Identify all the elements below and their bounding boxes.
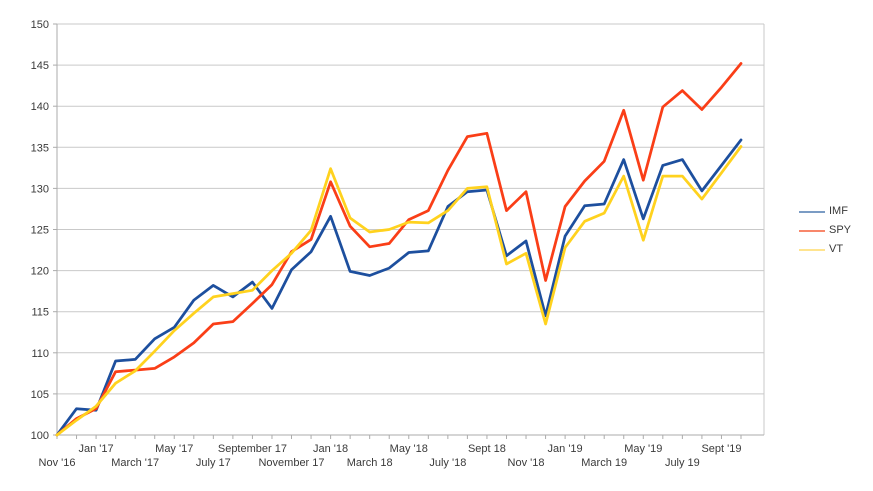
x-axis-label: Nov '18 (508, 457, 545, 469)
legend-line-swatch-imf (799, 210, 825, 213)
y-axis-label: 110 (31, 348, 49, 360)
x-axis-label: Sept 18 (468, 443, 506, 455)
legend-label-spy: SPY (829, 224, 852, 236)
legend-label-vt: VT (829, 243, 844, 255)
legend-entry-imf: IMF (799, 206, 851, 217)
y-axis-label: 105 (31, 389, 49, 401)
y-axis-label: 120 (31, 266, 49, 278)
x-axis-label: Jan '18 (313, 443, 348, 455)
x-axis-label: May '17 (155, 443, 193, 455)
vt-line (55, 145, 743, 437)
y-axis-label: 145 (31, 60, 49, 72)
legend-line-swatch-vt (799, 248, 825, 251)
y-axis-label: 150 (31, 19, 49, 31)
legend-label-imf: IMF (829, 205, 848, 217)
y-axis-label: 115 (31, 307, 49, 319)
legend-line-swatch-spy (799, 229, 825, 232)
y-axis-label: 125 (31, 225, 49, 237)
x-axis-label: May '19 (624, 443, 662, 455)
x-axis-label: November 17 (258, 457, 324, 469)
chart-legend: IMF SPY VT (799, 206, 851, 255)
spy-line (55, 62, 743, 437)
x-axis-label: Jan '17 (79, 443, 114, 455)
x-axis-label: July 19 (665, 457, 700, 469)
x-axis-label: Nov '16 (39, 457, 76, 469)
x-axis-label: May '18 (390, 443, 428, 455)
y-axis-label: 140 (31, 101, 49, 113)
legend-entry-vt: VT (799, 244, 851, 255)
x-axis-label: March 19 (581, 457, 627, 469)
y-axis-label: 135 (31, 142, 49, 154)
y-axis-label: 130 (31, 183, 49, 195)
x-axis-label: March 18 (347, 457, 393, 469)
x-axis-label: Jan '19 (548, 443, 583, 455)
x-axis-label: September 17 (218, 443, 287, 455)
x-axis-label: Sept '19 (701, 443, 741, 455)
y-axis-label: 100 (31, 430, 49, 442)
x-axis-label: March '17 (111, 457, 159, 469)
legend-entry-spy: SPY (799, 225, 851, 236)
x-axis-label: July '18 (429, 457, 466, 469)
x-axis-label: July 17 (196, 457, 231, 469)
imf-line (55, 138, 743, 437)
